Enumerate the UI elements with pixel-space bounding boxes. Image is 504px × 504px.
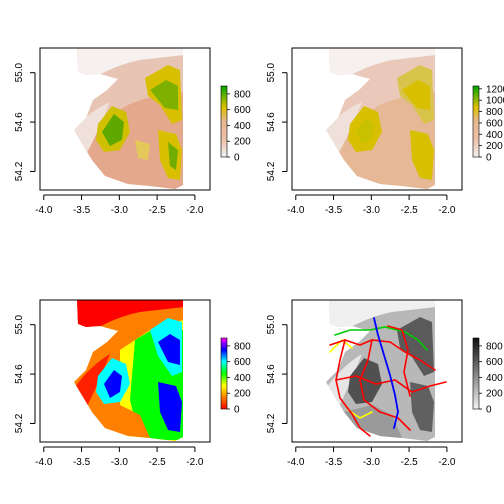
legend-tick-label: 200: [486, 141, 503, 152]
legend-4: 0 200 400 600 800: [472, 337, 503, 416]
panel-2: -4.0 -3.5 -3.0 -2.5 -2.0 54.2 54.6 55.0 020040…: [266, 47, 504, 216]
plot-frame-3: [39, 299, 211, 443]
legend-tick-label: 400: [486, 373, 503, 384]
plot-frame-2: [291, 47, 463, 191]
y-tick-label: 55.0: [14, 315, 25, 335]
x-tick-label: -2.0: [438, 205, 456, 216]
overlay-red-line-d: [335, 375, 447, 393]
legend-tick-label: 1200: [486, 84, 504, 95]
legend-tick-label: 800: [486, 341, 503, 352]
x-tick-label: -2.0: [186, 205, 204, 216]
raster-3: [74, 300, 183, 441]
y-tick-label: 54.6: [266, 112, 277, 132]
y-tick-label: 54.6: [14, 112, 25, 132]
legend-3: 0 200 400 600 800: [220, 337, 251, 416]
x-tick-label: -2.5: [400, 457, 418, 468]
y-tick-label: 54.2: [266, 413, 277, 433]
legend-bar-4: [472, 337, 480, 410]
x-tick-label: -4.0: [35, 205, 53, 216]
x-tick-label: -2.5: [400, 205, 418, 216]
y-tick-label: 55.0: [266, 63, 277, 83]
legend-tick-label: 600: [234, 105, 251, 116]
panel-3: -4.0 -3.5 -3.0 -2.5 -2.0 54.2 54.6 55.0 0 200 40…: [14, 299, 251, 468]
x-tick-label: -2.0: [438, 457, 456, 468]
x-tick-label: -4.0: [35, 457, 53, 468]
legend-1: 0 200 400 600 800: [220, 85, 251, 164]
x-tick-label: -3.0: [111, 457, 129, 468]
y-tick-label: 54.2: [266, 161, 277, 181]
x-tick-label: -3.0: [363, 205, 381, 216]
panel-4: -4.0 -3.5 -3.0 -2.5 -2.0 54.2 54.6 55.0 0 200 40…: [266, 299, 503, 468]
x-tick-label: -3.0: [363, 457, 381, 468]
overlay-red-line-b: [335, 339, 371, 437]
y-axis-3: 54.2 54.6 55.0: [14, 315, 36, 433]
overlay-red-line-a: [329, 339, 436, 371]
y-tick-label: 54.6: [266, 364, 277, 384]
x-axis-4: -4.0 -3.5 -3.0 -2.5 -2.0: [287, 446, 456, 468]
legend-tick-label: 0: [486, 405, 492, 416]
y-axis-4: 54.2 54.6 55.0: [266, 315, 288, 433]
legend-tick-label: 800: [234, 89, 251, 100]
y-tick-label: 54.2: [14, 413, 25, 433]
overlay-red-line-e: [387, 325, 411, 397]
legend-tick-label: 400: [486, 130, 503, 141]
legend-bar-3: [220, 337, 228, 410]
legend-tick-label: 1000: [486, 96, 504, 107]
legend-tick-label: 600: [234, 357, 251, 368]
legend-bar-1: [220, 85, 228, 158]
plot-frame-4: [291, 299, 463, 443]
x-tick-label: -3.0: [111, 205, 129, 216]
legend-tick-label: 200: [486, 389, 503, 400]
x-tick-label: -3.5: [73, 457, 91, 468]
legend-tick-label: 600: [486, 357, 503, 368]
legend-tick-label: 200: [234, 137, 251, 148]
legend-tick-label: 400: [234, 373, 251, 384]
raster-4: [326, 300, 435, 441]
y-axis-2: 54.2 54.6 55.0: [266, 63, 288, 181]
overlay-green-line: [334, 326, 428, 351]
legend-tick-label: 200: [234, 389, 251, 400]
overlay-red-line-c: [359, 339, 411, 431]
y-tick-label: 54.2: [14, 161, 25, 181]
x-tick-label: -4.0: [287, 205, 305, 216]
legend-tick-label: 400: [234, 121, 251, 132]
legend-tick-label: 800: [486, 107, 503, 118]
y-tick-label: 55.0: [14, 63, 25, 83]
legend-tick-label: 600: [486, 118, 503, 129]
x-tick-label: -2.5: [148, 457, 166, 468]
x-tick-label: -2.5: [148, 205, 166, 216]
x-tick-label: -2.0: [186, 457, 204, 468]
x-axis-2: -4.0 -3.5 -3.0 -2.5 -2.0: [287, 194, 456, 216]
y-tick-label: 55.0: [266, 315, 277, 335]
legend-bar-2: [472, 85, 480, 158]
legend-tick-label: 0: [486, 153, 492, 164]
legend-2: 020040060080010001200: [472, 84, 504, 164]
raster-2: [326, 48, 435, 189]
x-tick-label: -4.0: [287, 457, 305, 468]
x-axis-3: -4.0 -3.5 -3.0 -2.5 -2.0: [35, 446, 204, 468]
x-tick-label: -3.5: [325, 205, 343, 216]
y-axis-1: 54.2 54.6 55.0: [14, 63, 36, 181]
legend-tick-label: 0: [234, 405, 240, 416]
overlay-lines-4: [329, 317, 447, 437]
legend-tick-label: 800: [234, 341, 251, 352]
legend-tick-label: 0: [234, 153, 240, 164]
x-tick-label: -3.5: [73, 205, 91, 216]
y-tick-label: 54.6: [14, 364, 25, 384]
plot-frame-1: [39, 47, 211, 191]
x-axis-1: -4.0 -3.5 -3.0 -2.5 -2.0: [35, 194, 204, 216]
raster-1: [74, 48, 183, 189]
x-tick-label: -3.5: [325, 457, 343, 468]
panel-1: -4.0 -3.5 -3.0 -2.5 -2.0 54.2 54.6 55.0 0 200 40…: [14, 47, 251, 216]
overlay-blue-line: [373, 317, 399, 429]
